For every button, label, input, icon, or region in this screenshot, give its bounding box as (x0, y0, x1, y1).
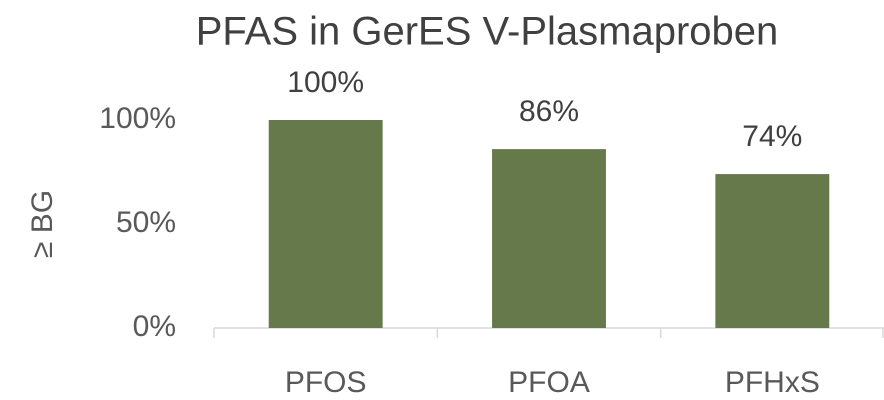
y-tick-label: 100% (99, 102, 176, 135)
bar (492, 149, 606, 328)
y-tick-label: 0% (133, 310, 176, 343)
data-label: 74% (742, 120, 802, 153)
x-tick-label: PFHxS (725, 366, 820, 399)
chart-title: PFAS in GerES V-Plasmaproben (196, 10, 779, 54)
y-axis-label: ≥ BG (26, 190, 59, 258)
bar (268, 120, 383, 328)
y-tick-label: 50% (116, 206, 176, 239)
bar (715, 174, 830, 328)
data-label: 86% (519, 95, 579, 128)
x-tick-label: PFOA (508, 366, 590, 399)
data-label: 100% (287, 66, 364, 99)
x-tick-label: PFOS (285, 366, 367, 399)
